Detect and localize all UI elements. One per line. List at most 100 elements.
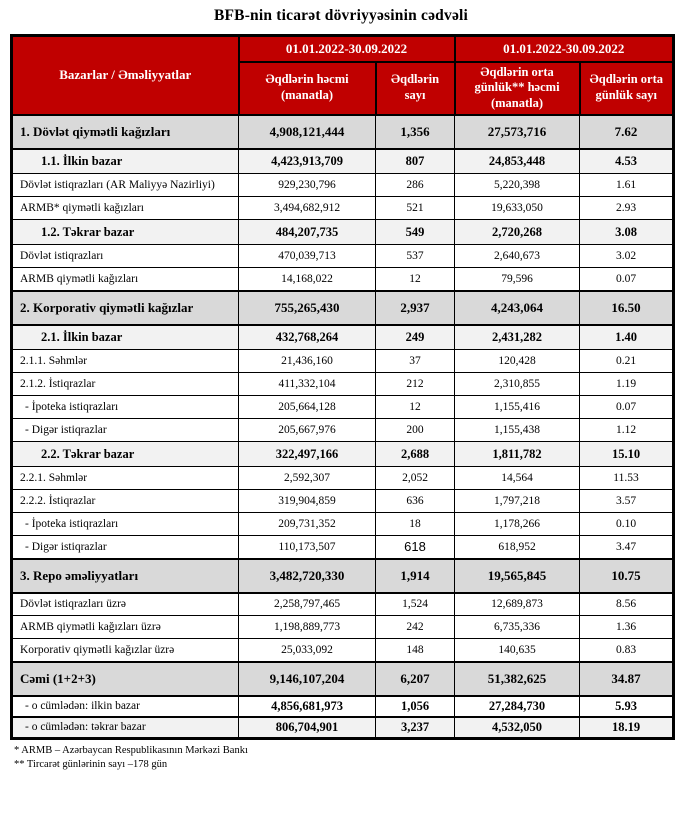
- value-cell: 3,494,682,912: [238, 196, 376, 220]
- table-row: 2.2.2. İstiqrazlar 319,904,859 636 1,797,21…: [11, 489, 674, 513]
- table-body: 1. Dövlət qiymətli kağızları 4,908,121,44…: [11, 113, 674, 739]
- value-cell: 4,423,913,709: [238, 148, 376, 174]
- column-header-count: Əqdlərin sayı: [374, 60, 456, 116]
- value-cell: 140,635: [454, 638, 580, 662]
- value-cell: 1.40: [579, 324, 674, 350]
- value-cell: 11.53: [579, 466, 674, 490]
- value-cell: 0.07: [579, 395, 674, 419]
- value-cell: 484,207,735: [238, 219, 376, 245]
- value-cell: 2,431,282: [454, 324, 580, 350]
- value-cell: 14,564: [454, 466, 580, 490]
- row-label-cell: 2.2. Təkrar bazar: [11, 441, 239, 467]
- table-row: - Digər istiqrazlar 110,173,507 618 618,952…: [11, 535, 674, 559]
- row-label-cell: - İpoteka istiqrazları: [11, 512, 239, 536]
- table-row: - Digər istiqrazlar 205,667,976 200 1,155,4…: [11, 418, 674, 442]
- row-label-cell: - Digər istiqrazlar: [11, 535, 239, 559]
- value-cell: 322,497,166: [238, 441, 376, 467]
- value-cell: 3,482,720,330: [238, 557, 376, 594]
- table-row: - o cümlədən: təkrar bazar 806,704,901 3,2…: [11, 715, 674, 739]
- value-cell: 411,332,104: [238, 372, 376, 396]
- column-header-markets-operations: Bazarlar / Əməliyyatlar: [10, 34, 240, 116]
- value-cell: 5.93: [579, 694, 674, 717]
- value-cell: 5,220,398: [454, 173, 580, 197]
- table-row: 1.2. Təkrar bazar 484,207,735 549 2,720,268…: [11, 219, 674, 245]
- row-label-cell: Dövlət istiqrazları: [11, 244, 239, 268]
- value-cell: 319,904,859: [238, 489, 376, 513]
- column-header-row: Əqdlərin həcmi (manatla) Əqdlərin sayı Ə…: [12, 60, 675, 116]
- value-cell: 1,914: [375, 557, 455, 594]
- value-cell: 1.36: [579, 615, 674, 639]
- value-cell: 3,237: [375, 715, 455, 739]
- row-label-cell: 3. Repo əməliyyatları: [11, 557, 239, 594]
- value-cell: 3.47: [579, 535, 674, 559]
- row-label-cell: - o cümlədən: təkrar bazar: [11, 715, 239, 739]
- value-cell: 3.57: [579, 489, 674, 513]
- row-label-cell: 2.2.1. Səhmlər: [11, 466, 239, 490]
- value-cell: 4,243,064: [454, 289, 580, 326]
- value-cell: 549: [375, 219, 455, 245]
- value-cell: 4,908,121,444: [238, 113, 376, 150]
- value-cell: 205,667,976: [238, 418, 376, 442]
- row-label-cell: 1.2. Təkrar bazar: [11, 219, 239, 245]
- table-row: - İpoteka istiqrazları 209,731,352 18 1,178…: [11, 512, 674, 536]
- value-cell: 37: [375, 349, 455, 373]
- value-cell: 1,524: [375, 592, 455, 616]
- table-row: 3. Repo əməliyyatları 3,482,720,330 1,914 1…: [11, 557, 674, 594]
- footnote-trading-days: ** Tircarət günlərinin sayı –178 gün: [14, 758, 168, 770]
- value-cell: 12: [375, 395, 455, 419]
- value-cell: 18.19: [579, 715, 674, 739]
- value-cell: 16.50: [579, 289, 674, 326]
- table-header: Bazarlar / Əməliyyatlar 01.01.2022-30.09…: [10, 34, 675, 116]
- value-cell: 4,532,050: [454, 715, 580, 739]
- value-cell: 1.19: [579, 372, 674, 396]
- value-cell: 4.53: [579, 148, 674, 174]
- period-header-first: 01.01.2022-30.09.2022: [237, 34, 456, 63]
- value-cell: 521: [375, 196, 455, 220]
- value-cell: 618,952: [454, 535, 580, 559]
- value-cell: 0.07: [579, 267, 674, 291]
- value-cell: 1,797,218: [454, 489, 580, 513]
- table-row: 2.1.1. Səhmlər 21,436,160 37 120,428 0.21: [11, 349, 674, 373]
- value-cell: 9,146,107,204: [238, 660, 376, 697]
- value-cell: 249: [375, 324, 455, 350]
- value-cell: 200: [375, 418, 455, 442]
- table-row: - o cümlədən: ilkin bazar 4,856,681,973 1,…: [11, 694, 674, 717]
- value-cell: 1,811,782: [454, 441, 580, 467]
- value-cell: 6,735,336: [454, 615, 580, 639]
- value-cell: 120,428: [454, 349, 580, 373]
- value-cell: 1.61: [579, 173, 674, 197]
- table-row: 2.2.1. Səhmlər 2,592,307 2,052 14,564 11.53: [11, 466, 674, 490]
- period-header-second: 01.01.2022-30.09.2022: [453, 34, 675, 63]
- trade-table: Bazarlar / Əməliyyatlar 01.01.2022-30.09…: [10, 34, 675, 740]
- value-cell: 7.62: [579, 113, 674, 150]
- value-cell: 27,284,730: [454, 694, 580, 717]
- row-label-cell: - o cümlədən: ilkin bazar: [11, 694, 239, 717]
- column-header-avg-daily-count: Əqdlərin orta günlük sayı: [578, 60, 675, 116]
- row-label-cell: 1.1. İlkin bazar: [11, 148, 239, 174]
- row-label-cell: Korporativ qiymətli kağızlar üzrə: [11, 638, 239, 662]
- table-row: 2. Korporativ qiymətli kağızlar 755,265,4…: [11, 289, 674, 326]
- row-label-cell: - Digər istiqrazlar: [11, 418, 239, 442]
- value-cell: 432,768,264: [238, 324, 376, 350]
- table-row: 1.1. İlkin bazar 4,423,913,709 807 24,853,4…: [11, 148, 674, 174]
- value-cell: 2,688: [375, 441, 455, 467]
- value-cell: 1,155,416: [454, 395, 580, 419]
- value-cell: 79,596: [454, 267, 580, 291]
- row-label-cell: - İpoteka istiqrazları: [11, 395, 239, 419]
- value-cell: 21,436,160: [238, 349, 376, 373]
- value-cell: 12: [375, 267, 455, 291]
- row-label-cell: ARMB qiymətli kağızları: [11, 267, 239, 291]
- value-cell: 618: [375, 535, 455, 559]
- value-cell: 3.02: [579, 244, 674, 268]
- value-cell: 24,853,448: [454, 148, 580, 174]
- value-cell: 1,178,266: [454, 512, 580, 536]
- value-cell: 18: [375, 512, 455, 536]
- value-cell: 1,356: [375, 113, 455, 150]
- value-cell: 537: [375, 244, 455, 268]
- value-cell: 470,039,713: [238, 244, 376, 268]
- value-cell: 34.87: [579, 660, 674, 697]
- value-cell: 929,230,796: [238, 173, 376, 197]
- row-label-cell: Dövlət istiqrazları (AR Maliyyə Nazirliy…: [11, 173, 239, 197]
- value-cell: 212: [375, 372, 455, 396]
- row-label-cell: Dövlət istiqrazları üzrə: [11, 592, 239, 616]
